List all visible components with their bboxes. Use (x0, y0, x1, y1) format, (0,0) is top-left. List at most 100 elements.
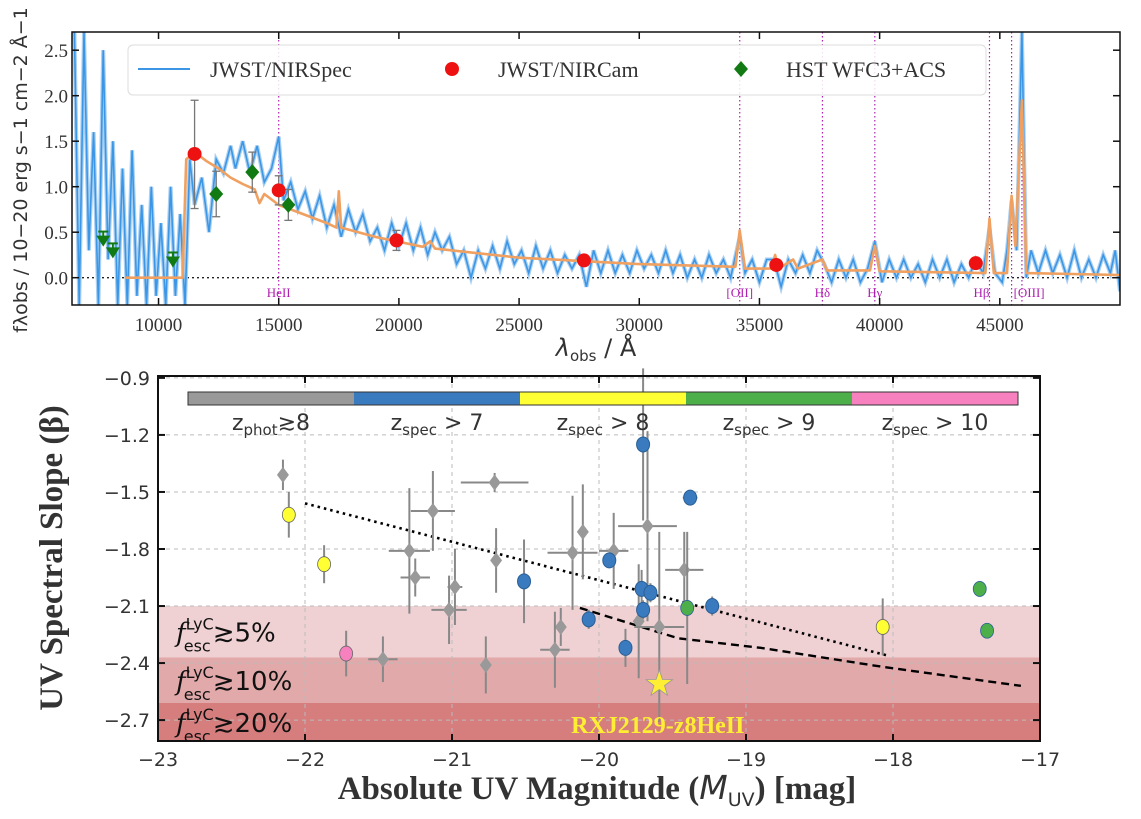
galaxy-point-zphot8 (388, 488, 430, 614)
rxj2129-star-icon (644, 668, 674, 697)
galaxy-point-zspec9 (680, 531, 695, 684)
y-tick-label: 1.5 (44, 132, 68, 153)
uv-slope-panel: fLyC esc≳5%fLyC esc≳10%fLyC esc≳20% RXJ2129-… (34, 368, 1060, 811)
dashed-relation-line (579, 606, 1022, 688)
x-tick-label: −22 (285, 749, 325, 771)
legend-box (127, 44, 987, 96)
nircam-photometry-point (389, 233, 404, 248)
y-tick-label: −2.1 (104, 596, 150, 618)
nircam-photometry-point (576, 253, 591, 268)
legend: JWST/NIRSpec JWST/NIRCam HST WFC3+ACS (127, 44, 987, 96)
escape-fraction-label: fLyC esc≳5% (174, 615, 276, 656)
nircam-photometry-point (187, 146, 202, 161)
diamond-marker (576, 523, 589, 540)
galaxy-point-zspec7 (705, 596, 720, 616)
legend-label-nircam: JWST/NIRCam (498, 57, 639, 82)
y-tick-label: −2.7 (104, 710, 150, 732)
colorbar-segment (520, 392, 686, 405)
colorbar-label: zphot≳8 (232, 411, 310, 439)
diamond-marker (678, 561, 691, 578)
x-axis-label: Absolute UV Magnitude (MUV) [mag] (338, 768, 857, 811)
galaxy-point-zphot8 (665, 531, 704, 608)
circle-marker (581, 611, 596, 628)
y-tick-label: 2.5 (44, 41, 68, 62)
legend-label-hst: HST WFC3+ACS (786, 57, 946, 82)
y-tick-label: 2.0 (44, 87, 68, 108)
colorbar-frame (187, 391, 1019, 406)
x-tick-label: −18 (873, 749, 913, 771)
galaxy-point-zphot8 (368, 636, 398, 683)
galaxy-point-zphot8 (490, 528, 503, 593)
circle-marker (517, 573, 532, 590)
galaxy-point-zspec8 (875, 598, 890, 656)
y-tick-label: 0.5 (44, 223, 68, 244)
galaxy-point-zspec7 (517, 539, 532, 624)
colorbar-label: zspec > 9 (723, 411, 816, 439)
x-tick-label: 40000 (856, 315, 904, 336)
circle-marker (680, 600, 695, 616)
legend-label-nirspec: JWST/NIRSpec (210, 57, 352, 82)
spectrum-axes-frame (71, 31, 1121, 306)
galaxy-point-zspec10 (339, 630, 354, 677)
galaxy-point-zphot8 (276, 459, 289, 491)
dotted-relation-line (304, 502, 888, 657)
emission-line-label: HeII (267, 285, 291, 300)
emission-line-label: [OIII] (1014, 285, 1045, 300)
circle-marker (705, 598, 720, 615)
diamond-marker (641, 518, 654, 535)
x-tick-label: 20000 (375, 315, 423, 336)
y-tick-label: −1.2 (104, 425, 150, 447)
hst-upper-limit-arrow (105, 247, 120, 259)
colorbar-segment (852, 392, 1018, 405)
galaxy-point-zspec7 (602, 552, 617, 569)
x-tick-label: 35000 (736, 315, 784, 336)
x-tick-label: 45000 (976, 315, 1024, 336)
circle-marker (281, 506, 296, 523)
diamond-marker (448, 579, 461, 596)
sed-model-line (124, 99, 1120, 280)
circle-marker (683, 489, 698, 506)
x-tick-label: 30000 (616, 315, 664, 336)
diamond-marker (276, 466, 289, 483)
y-tick-label: 1.0 (44, 178, 68, 199)
galaxy-point-zspec8 (281, 491, 296, 538)
colorbar-segment (354, 392, 520, 405)
spectrum-plot-area (72, 32, 1120, 305)
hst-photometry-point (281, 196, 296, 213)
colorbar-label: zspec > 10 (882, 411, 989, 439)
galaxy-point-zphot8 (547, 495, 598, 610)
emission-line-label: Hδ (815, 285, 831, 300)
galaxy-point-zphot8 (599, 512, 629, 589)
hst-upper-limit-arrow (165, 256, 180, 268)
x-axis-label: λobs / Å (554, 333, 637, 365)
circle-marker (980, 622, 994, 639)
x-tick-label: −21 (432, 749, 472, 771)
x-tick-label: −17 (1020, 749, 1060, 771)
diamond-marker (479, 656, 492, 673)
y-tick-label: −1.8 (104, 539, 150, 561)
emission-line-label: Hγ (867, 285, 882, 300)
x-tick-label: −19 (726, 749, 766, 771)
circle-marker (317, 556, 332, 573)
colorbar-segment (188, 392, 354, 405)
diamond-marker (548, 641, 561, 658)
y-axis-label: UV Spectral Slope (β) (34, 405, 70, 711)
hst-photometry-point (245, 164, 260, 181)
galaxy-point-zspec7 (618, 628, 633, 667)
y-tick-label: 0.0 (44, 269, 68, 290)
y-axis-label: fλobs / 10−20 erg s−1 cm−2 Å−1 (9, 7, 32, 333)
y-tick-label: −0.9 (104, 368, 150, 390)
legend-nircam-swatch (445, 62, 459, 76)
hst-upper-limit-arrow (96, 235, 111, 247)
spectrum-panel: HeII [OII] Hδ Hγ Hβ [OIII] 10000 15000 20000 2500… (9, 7, 1121, 365)
x-tick-label: 10000 (135, 315, 183, 336)
x-tick-label: −23 (138, 749, 178, 771)
x-tick-label: 25000 (495, 315, 543, 336)
y-tick-label: −1.5 (104, 482, 150, 504)
x-tick-label: −20 (579, 749, 619, 771)
legend-hst-swatch (734, 61, 748, 77)
galaxy-point-zspec7 (643, 583, 658, 603)
nircam-photometry-point (271, 183, 286, 198)
galaxy-point-zphot8 (576, 484, 589, 580)
